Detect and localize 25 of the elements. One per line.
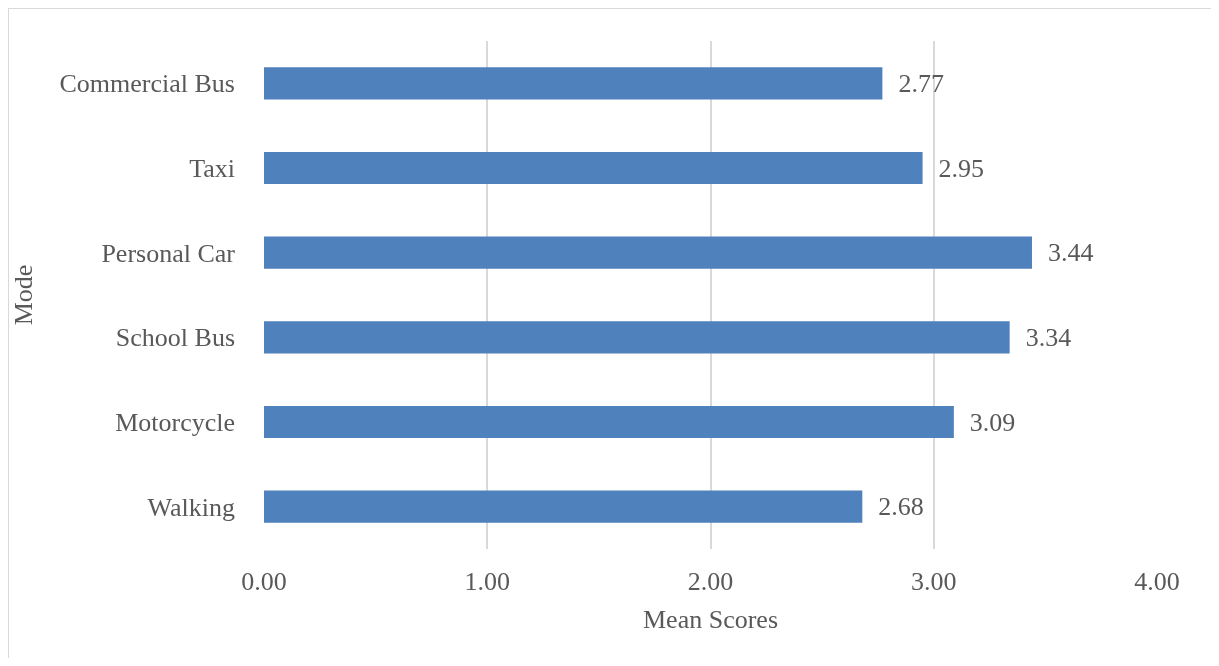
bar — [264, 67, 883, 100]
x-tick-label: 3.00 — [911, 567, 957, 596]
bar — [264, 236, 1032, 269]
data-label: 3.09 — [956, 407, 1016, 437]
x-tick-label: 0.00 — [241, 567, 287, 596]
bar — [264, 490, 863, 523]
y-axis-title: Mode — [9, 264, 38, 326]
x-axis-title: Mean Scores — [642, 604, 779, 634]
x-tick-label: 2.00 — [687, 567, 734, 596]
y-tick-label: Personal Car — [101, 238, 236, 268]
y-tick-label: Commercial Bus — [59, 69, 235, 99]
data-label: 2.95 — [925, 153, 985, 183]
y-tick-label: Motorcycle — [115, 408, 235, 438]
data-label: 3.34 — [1012, 322, 1072, 352]
bar — [264, 151, 923, 185]
data-label: 2.77 — [885, 68, 944, 98]
x-tick-label: 4.00 — [1134, 567, 1180, 596]
y-tick-label: School Bus — [115, 323, 235, 353]
data-label: 3.44 — [1034, 238, 1094, 268]
y-tick-label: Taxi — [189, 154, 235, 184]
data-label: 2.68 — [865, 492, 924, 522]
x-tick-label: 1.00 — [464, 567, 510, 596]
y-tick-label: Walking — [147, 492, 235, 522]
bar — [264, 405, 954, 439]
bar — [264, 321, 1010, 354]
